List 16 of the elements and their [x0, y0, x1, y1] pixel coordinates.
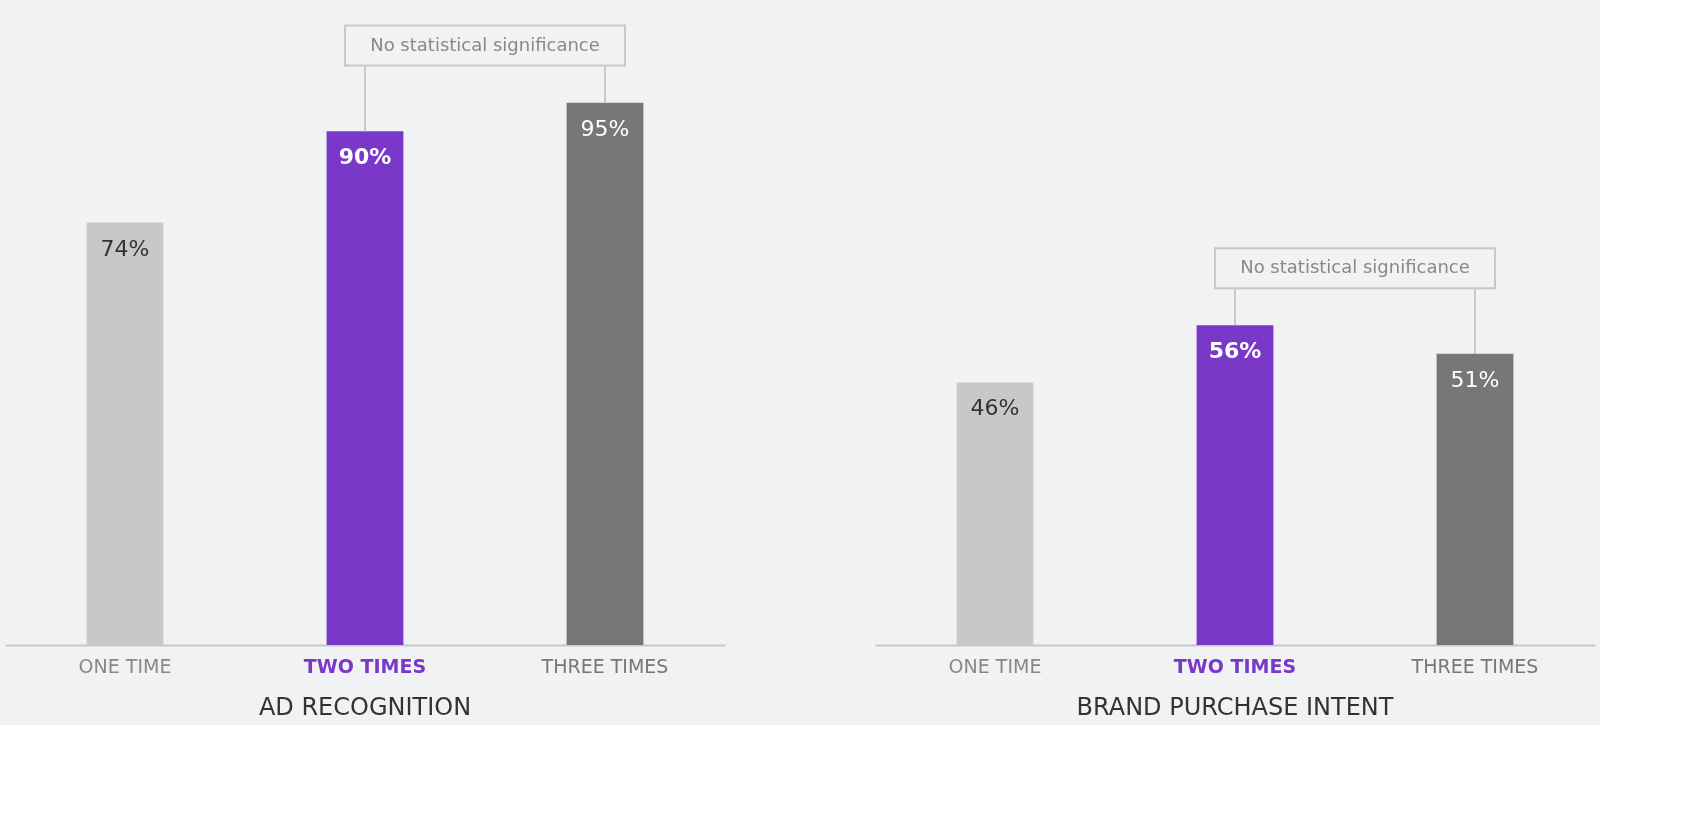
data-label: 74%	[100, 235, 150, 261]
text: AD RECOGNITION	[258, 693, 472, 721]
data-label: 51%	[1450, 366, 1500, 392]
x-tick-label: TWO TIMES	[1173, 654, 1297, 677]
data-label: 46%	[970, 395, 1020, 421]
data-label: 95%	[580, 115, 630, 141]
text: BRAND PURCHASE INTENT	[1076, 693, 1394, 721]
x-tick-label: ONE TIME	[948, 654, 1042, 677]
x-tick-label: TWO TIMES	[303, 654, 427, 677]
x-tick-label: THREE TIMES	[1410, 654, 1539, 677]
text: No statistical significance	[1240, 256, 1470, 278]
x-tick-label: THREE TIMES	[540, 654, 669, 677]
data-label: 56%	[1208, 338, 1262, 364]
text: No statistical significance	[370, 33, 600, 55]
data-label: 90%	[338, 144, 392, 170]
x-tick-label: ONE TIME	[78, 654, 172, 677]
